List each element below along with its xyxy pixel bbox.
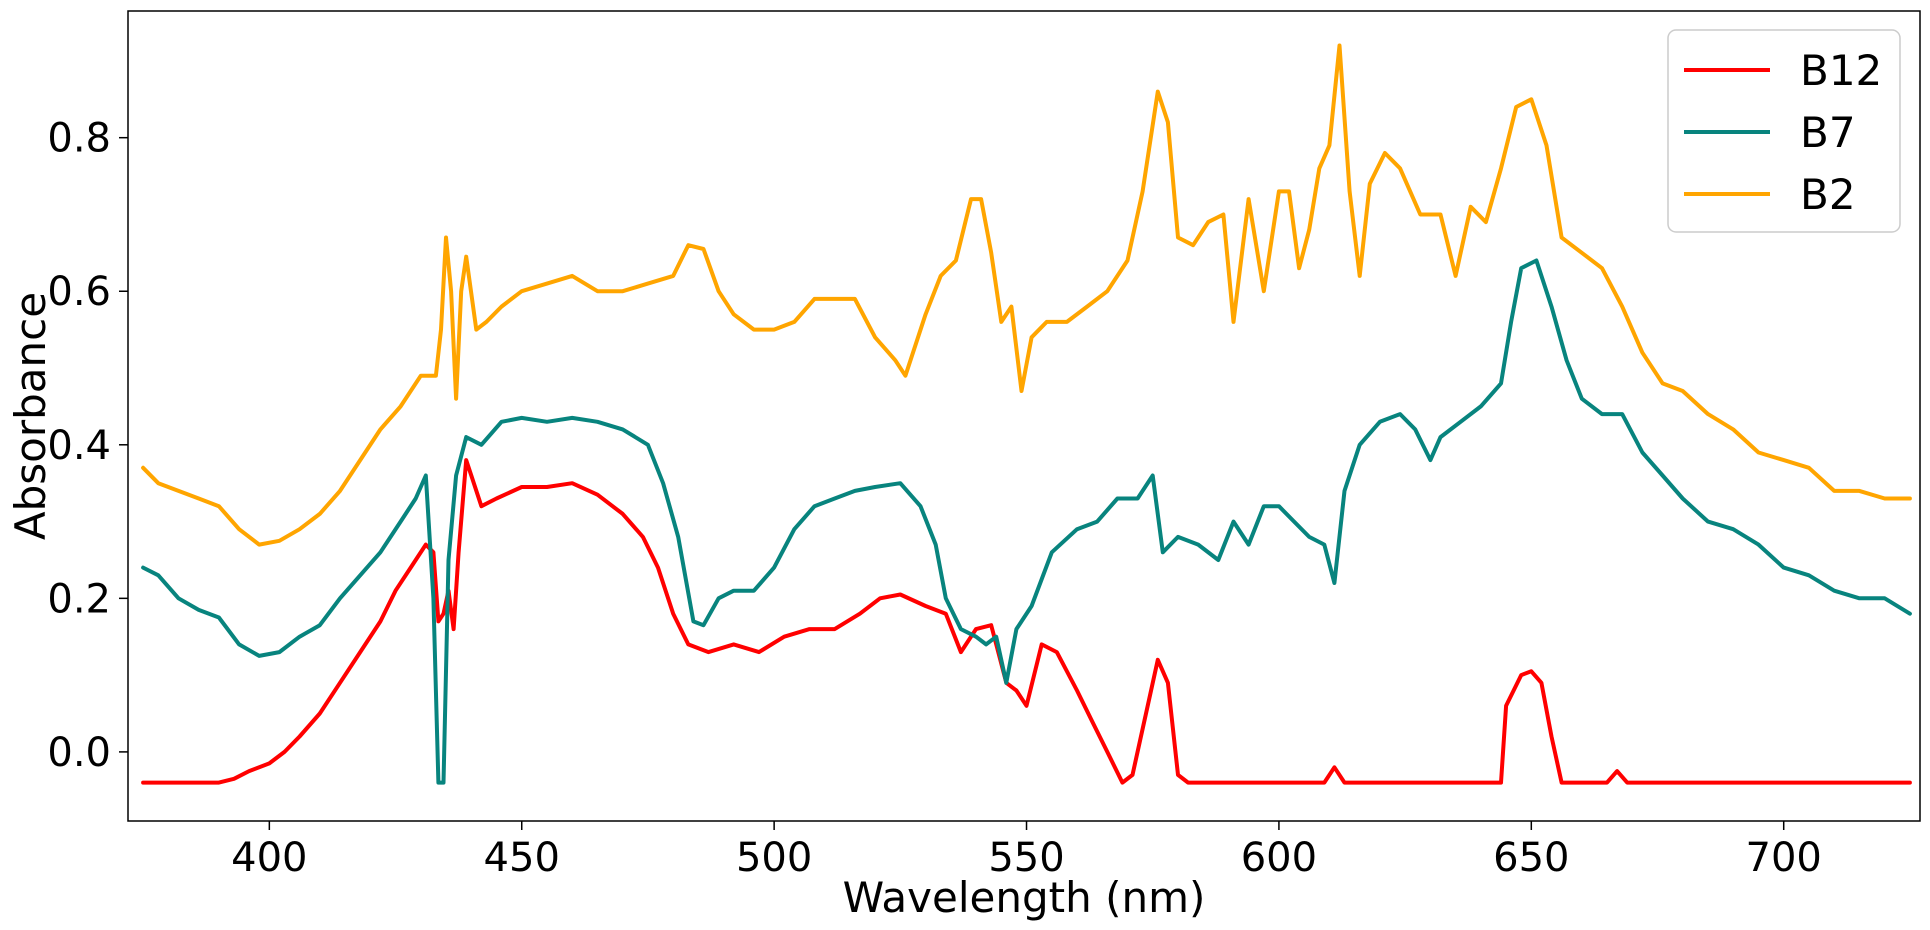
x-axis: 400 450 500 550 600 650 700 bbox=[231, 821, 1822, 881]
legend-label-b2: B2 bbox=[1800, 170, 1856, 219]
series-line-b7 bbox=[141, 258, 1912, 785]
legend-label-b7: B7 bbox=[1800, 108, 1856, 157]
legend-label-b12: B12 bbox=[1800, 46, 1882, 95]
legend-frame bbox=[1667, 29, 1901, 233]
x-tick-label: 550 bbox=[988, 835, 1064, 881]
series-line-b12 bbox=[141, 458, 1912, 785]
y-axis: 0.0 0.2 0.4 0.6 0.8 bbox=[47, 116, 128, 776]
legend: B12 B7 B2 bbox=[1667, 29, 1901, 233]
y-tick-label: 0.2 bbox=[47, 576, 111, 622]
series-line-b2 bbox=[141, 43, 1912, 547]
y-tick-label: 0.6 bbox=[47, 269, 111, 315]
y-tick-label: 0.0 bbox=[47, 730, 111, 776]
y-tick-label: 0.4 bbox=[47, 423, 111, 469]
x-axis-label: Wavelength (nm) bbox=[843, 873, 1206, 922]
plot-frame bbox=[127, 10, 1921, 822]
x-tick-label: 700 bbox=[1746, 835, 1822, 881]
x-tick-label: 650 bbox=[1493, 835, 1569, 881]
x-tick-label: 450 bbox=[484, 835, 560, 881]
x-tick-label: 600 bbox=[1241, 835, 1317, 881]
y-tick-label: 0.8 bbox=[47, 116, 111, 162]
y-axis-label: Absorbance bbox=[6, 292, 55, 540]
x-tick-label: 500 bbox=[736, 835, 812, 881]
x-tick-label: 400 bbox=[231, 835, 307, 881]
